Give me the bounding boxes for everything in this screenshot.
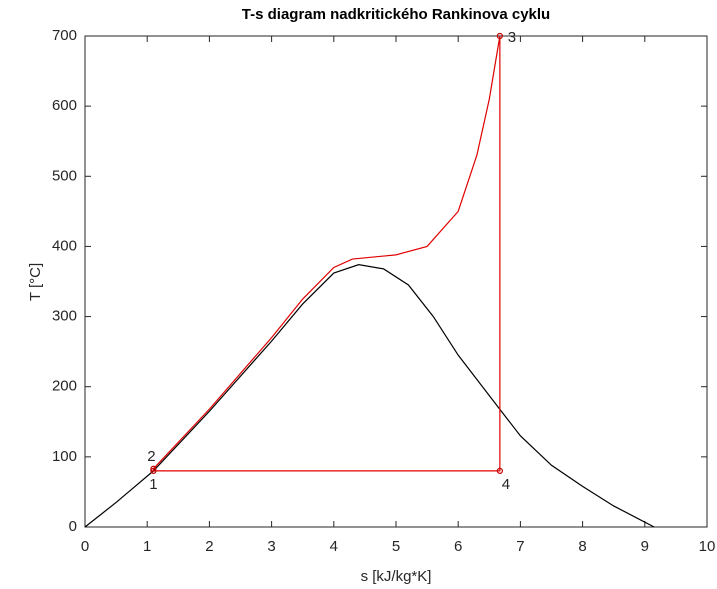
series-line <box>152 35 501 472</box>
point-label: 3 <box>508 29 516 46</box>
x-tick-label: 0 <box>81 538 89 555</box>
y-tick-label: 100 <box>52 448 77 465</box>
series-line <box>84 264 655 528</box>
x-tick-label: 10 <box>699 538 716 555</box>
point-label: 2 <box>147 448 155 465</box>
x-tick-label: 4 <box>330 538 338 555</box>
y-tick-label: 400 <box>52 237 77 254</box>
chart-title: T-s diagram nadkritického Rankinova cykl… <box>242 6 550 23</box>
x-tick-label: 8 <box>578 538 586 555</box>
y-axis-label: T [°C] <box>27 263 44 301</box>
y-tick-label: 300 <box>52 308 77 325</box>
x-tick-label: 9 <box>641 538 649 555</box>
point-label: 1 <box>149 476 157 493</box>
point-marker <box>496 467 503 474</box>
x-tick-label: 6 <box>454 538 462 555</box>
x-axis-label: s [kJ/kg*K] <box>361 568 432 585</box>
x-tick-label: 7 <box>516 538 524 555</box>
y-tick-label: 500 <box>52 167 77 184</box>
y-tick-label: 700 <box>52 27 77 44</box>
x-tick-label: 3 <box>267 538 275 555</box>
y-tick-label: 200 <box>52 378 77 395</box>
point-label: 4 <box>502 476 510 493</box>
point-marker <box>150 467 157 474</box>
point-marker <box>150 465 157 472</box>
point-marker <box>496 32 503 40</box>
x-tick-label: 5 <box>392 538 400 555</box>
x-tick-label: 2 <box>205 538 213 555</box>
y-tick-label: 600 <box>52 97 77 114</box>
y-tick-label: 0 <box>69 518 77 535</box>
axes-box <box>84 35 708 528</box>
x-tick-label: 1 <box>143 538 151 555</box>
